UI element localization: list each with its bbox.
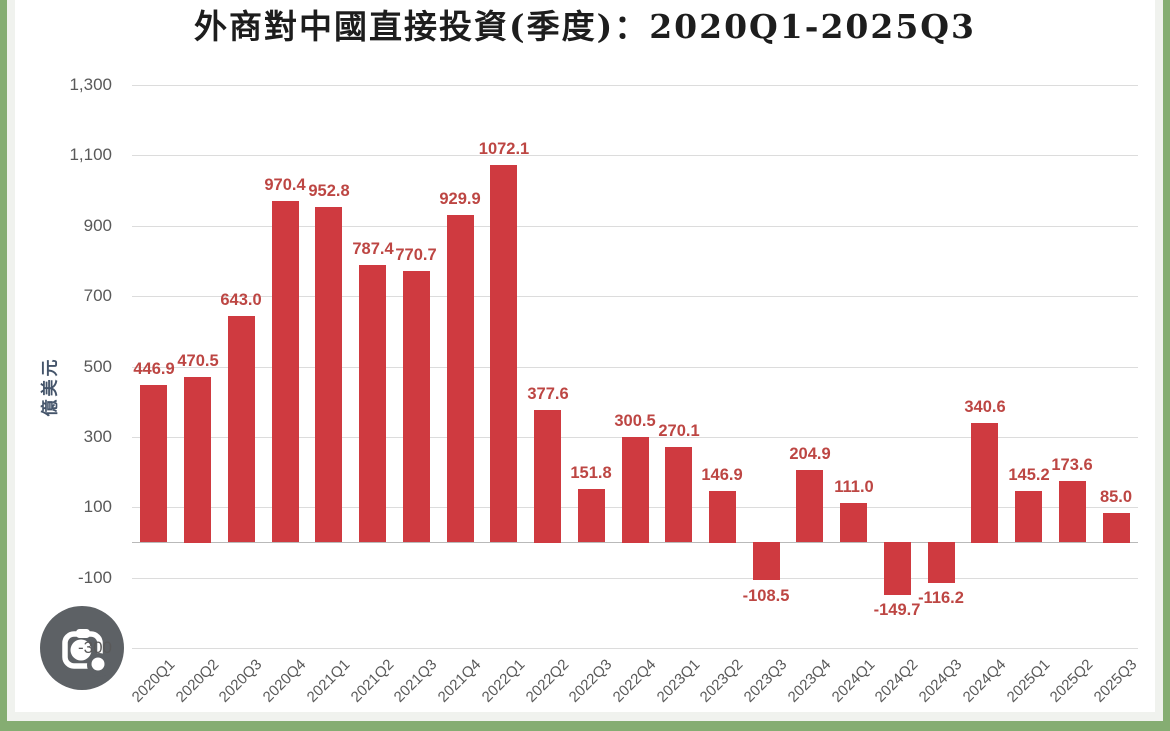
frame-border-bottom	[0, 721, 1170, 731]
x-axis-label: 2023Q1	[653, 656, 704, 706]
gridline	[132, 155, 1138, 156]
x-axis-label: 2024Q4	[959, 656, 1010, 706]
bar	[709, 491, 736, 543]
y-tick-label: 700	[83, 286, 112, 305]
bar	[184, 377, 211, 543]
gridline	[132, 578, 1138, 579]
bar	[228, 316, 255, 542]
x-axis-label: 2025Q1	[1003, 656, 1054, 706]
y-tick-label: 900	[83, 216, 112, 235]
bar	[665, 447, 692, 542]
x-axis-label: 2020Q3	[215, 656, 266, 706]
bar-value-label: 770.7	[395, 246, 437, 264]
bar-value-label: 787.4	[352, 240, 394, 258]
y-tick-label: 100	[83, 497, 112, 516]
bar	[622, 437, 649, 543]
bar	[578, 489, 605, 542]
bar-value-label: 145.2	[1008, 466, 1050, 484]
bar-value-label: 643.0	[220, 291, 262, 309]
bar	[1103, 513, 1130, 543]
bar	[490, 165, 517, 542]
frame-padding-left	[7, 0, 15, 731]
y-tick-label: -300	[77, 638, 112, 657]
x-axis-label: 2022Q3	[565, 656, 616, 706]
x-axis-label: 2021Q1	[303, 656, 354, 706]
bar	[403, 271, 430, 542]
x-axis-label: 2020Q4	[259, 656, 310, 706]
bar-value-label: 1072.1	[478, 140, 530, 158]
y-tick-label: 1,100	[69, 145, 112, 164]
x-axis-label: 2020Q2	[172, 656, 223, 706]
x-axis-label: 2022Q2	[522, 656, 573, 706]
bar-value-label: 470.5	[177, 352, 219, 370]
bar	[796, 470, 823, 542]
frame-border-right	[1163, 0, 1170, 731]
x-axis-label: 2025Q2	[1046, 656, 1097, 706]
x-axis-label: 2020Q1	[128, 656, 179, 706]
bar	[359, 265, 386, 542]
x-axis-label: 2021Q2	[347, 656, 398, 706]
bar-value-label: 111.0	[834, 478, 874, 496]
x-axis-label: 2022Q1	[478, 656, 529, 706]
bar-value-label: 340.6	[964, 398, 1006, 416]
bar-value-label: 970.4	[264, 176, 306, 194]
x-axis-label: 2023Q2	[696, 656, 747, 706]
x-axis-label: 2025Q3	[1090, 656, 1141, 706]
bar	[315, 207, 342, 542]
camera-lens-button[interactable]	[40, 606, 124, 690]
bar	[534, 410, 561, 543]
y-tick-label: -100	[77, 568, 112, 587]
camera-lens-icon	[40, 606, 124, 690]
x-axis-label: 2024Q3	[915, 656, 966, 706]
gridline	[132, 226, 1138, 227]
bar	[884, 542, 911, 595]
bar-value-label: 146.9	[701, 466, 743, 484]
bar	[272, 201, 299, 542]
bar-value-label: 270.1	[658, 422, 700, 440]
bar-value-label: 929.9	[439, 190, 481, 208]
x-axis-label: 2023Q4	[784, 656, 835, 706]
gridline	[132, 648, 1138, 649]
bar-value-label: 85.0	[1099, 488, 1133, 506]
bar-value-label: 300.5	[614, 412, 656, 430]
bar-value-label: 377.6	[527, 385, 569, 403]
bar-value-label: -149.7	[873, 601, 921, 619]
bar-value-label: -116.2	[918, 589, 964, 607]
bar-value-label: -108.5	[742, 587, 790, 605]
x-axis-label: 2023Q3	[740, 656, 791, 706]
y-tick-label: 1,300	[69, 75, 112, 94]
gridline	[132, 85, 1138, 86]
x-axis-label: 2021Q3	[390, 656, 441, 706]
frame-padding-right	[1155, 0, 1163, 731]
bar	[447, 215, 474, 542]
bar	[1015, 491, 1042, 542]
bar	[928, 542, 955, 583]
gridline	[132, 367, 1138, 368]
gridline	[132, 296, 1138, 297]
chart-title: 外商對中國直接投資(季度)：2020Q1-2025Q3	[193, 7, 977, 46]
frame-border-left	[0, 0, 7, 731]
bar	[140, 385, 167, 542]
frame-padding-bottom	[0, 712, 1170, 721]
bar	[1059, 481, 1086, 542]
x-axis-label: 2024Q2	[871, 656, 922, 706]
y-tick-label: 500	[83, 357, 112, 376]
bar	[840, 503, 867, 542]
x-axis-label: 2021Q4	[434, 656, 485, 706]
y-tick-label: 300	[83, 427, 112, 446]
bar-value-label: 446.9	[133, 360, 175, 378]
bar-value-label: 952.8	[308, 182, 350, 200]
bar-value-label: 151.8	[570, 464, 612, 482]
x-axis-label: 2024Q1	[828, 656, 879, 706]
bar-value-label: 173.6	[1051, 456, 1093, 474]
bar-value-label: 204.9	[789, 445, 831, 463]
bar	[753, 542, 780, 580]
bar	[971, 423, 998, 543]
x-axis-label: 2022Q4	[609, 656, 660, 706]
